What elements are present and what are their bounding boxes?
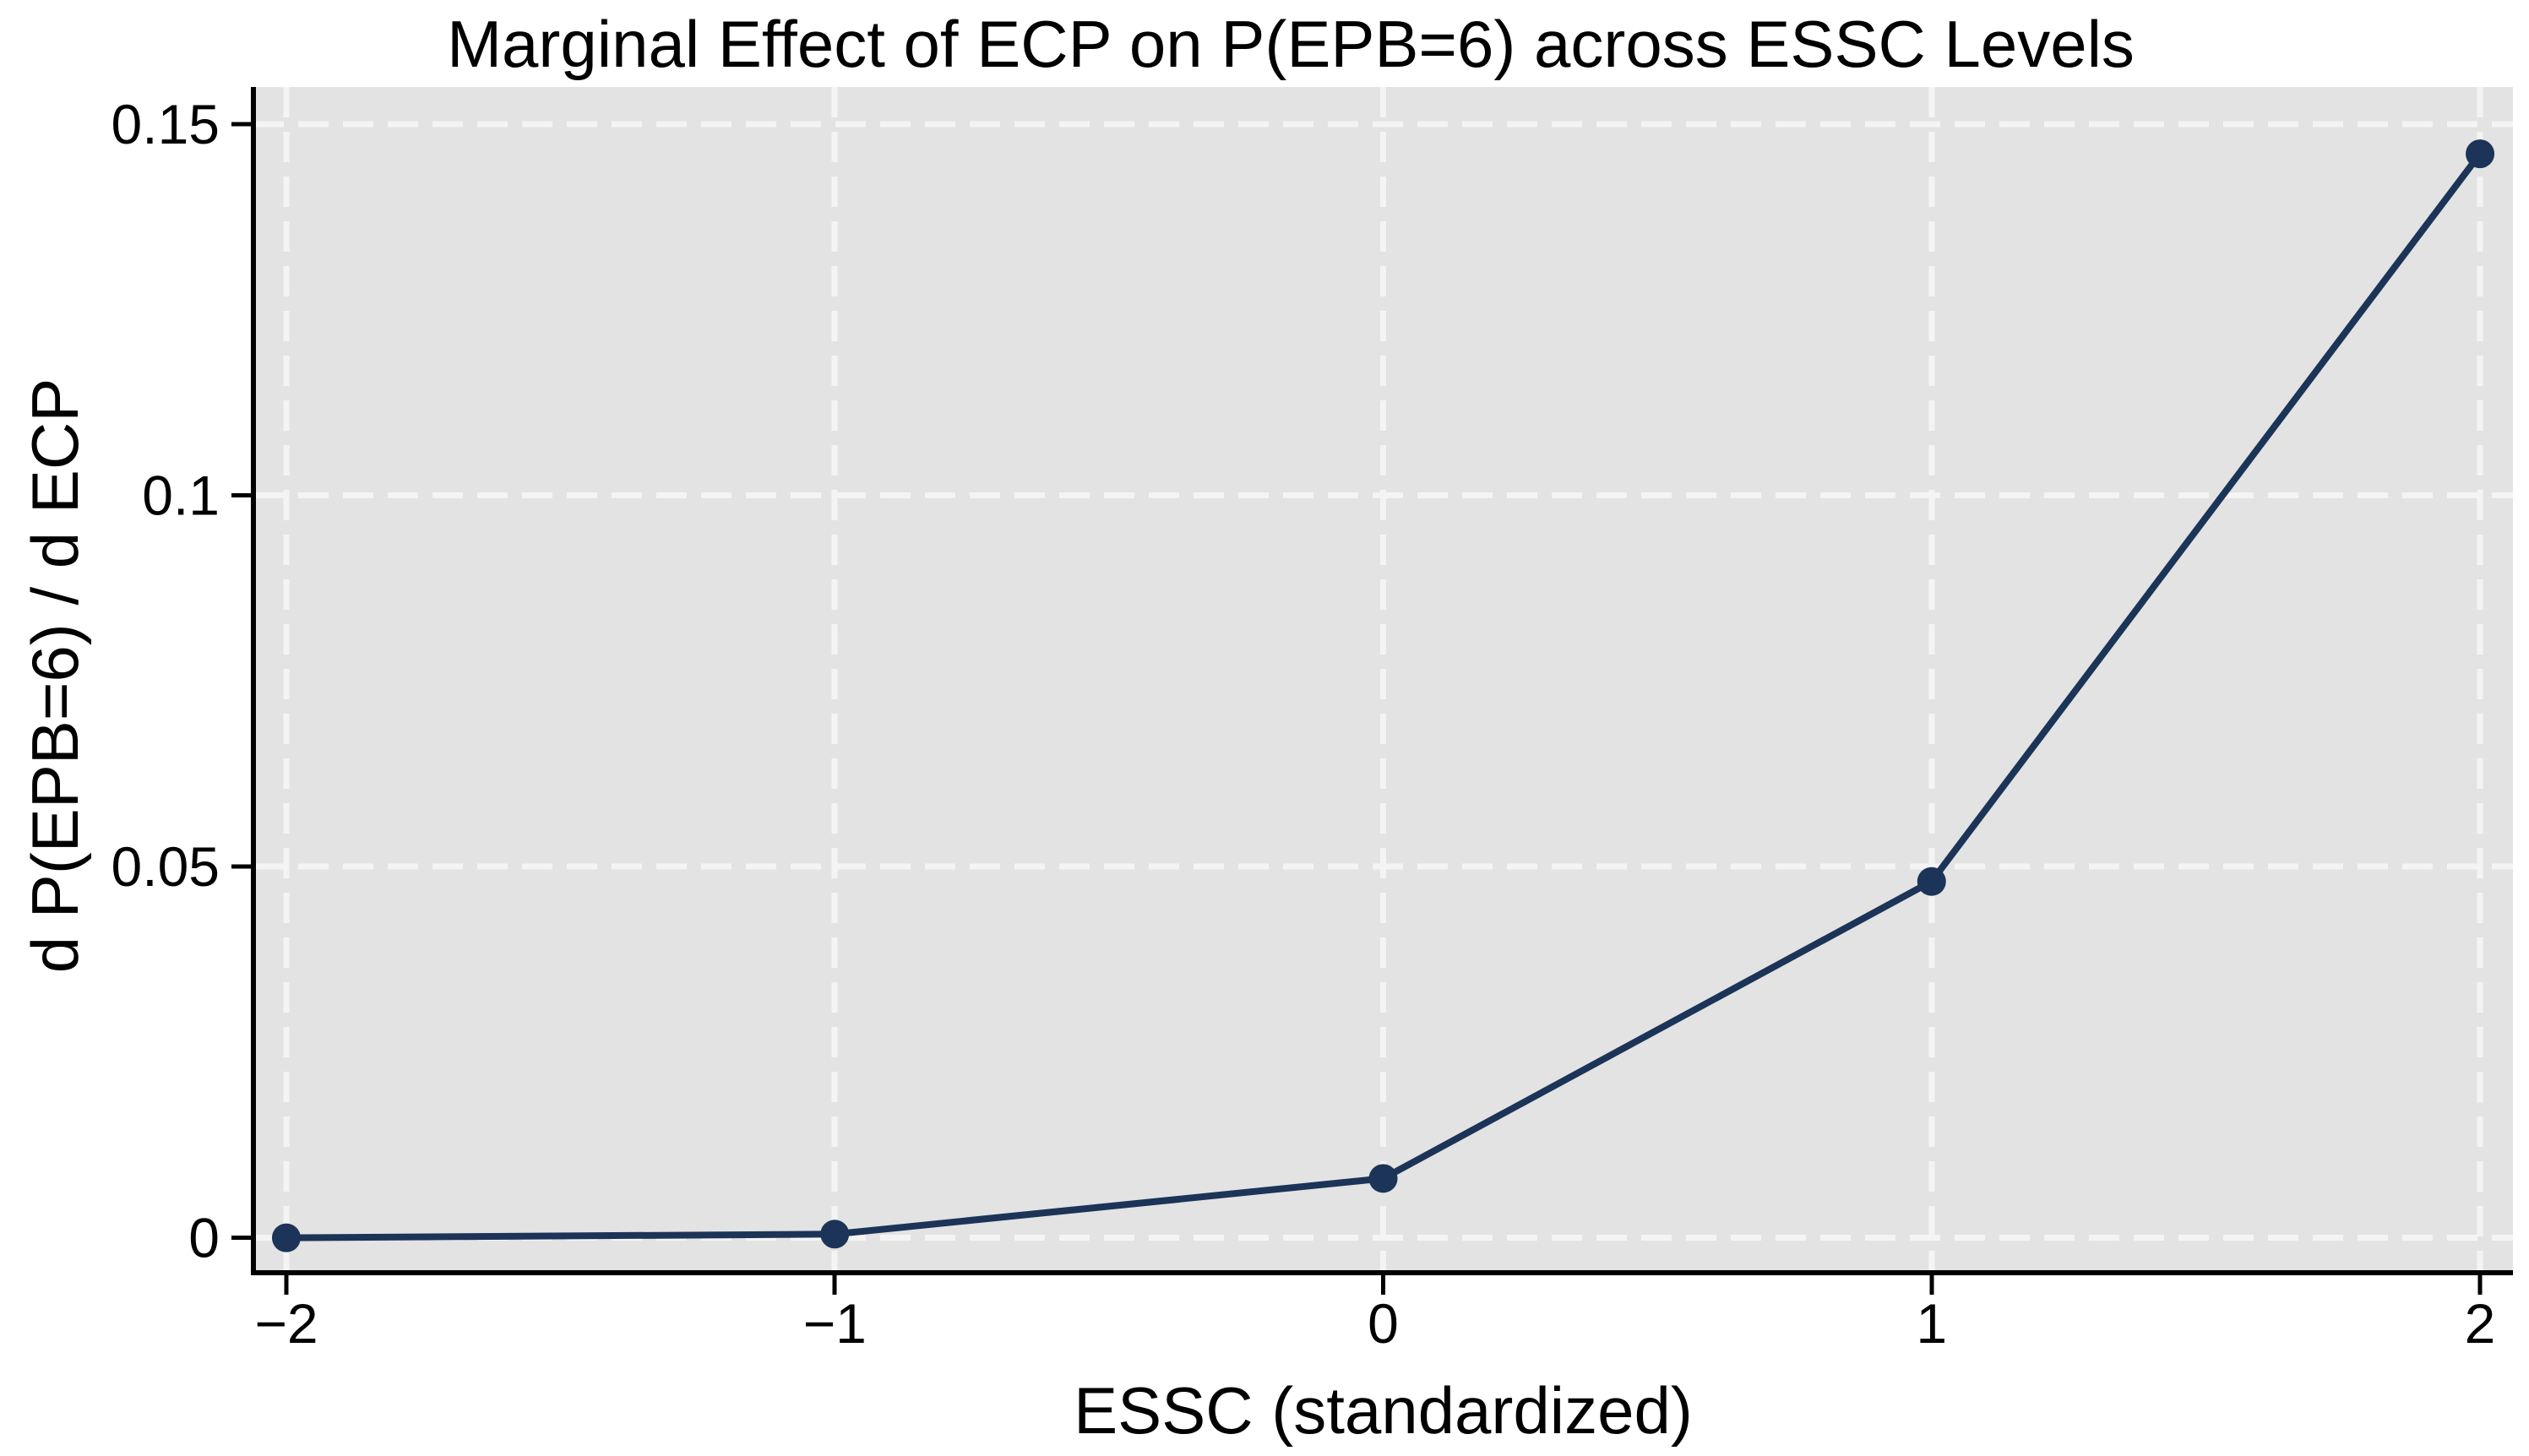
y-tick-label: 0.15 [111,93,220,155]
x-tick-label: 2 [2465,1292,2496,1355]
data-point [271,1223,301,1252]
y-tick-label: 0.1 [142,465,220,527]
data-point [1368,1164,1398,1193]
chart-title: Marginal Effect of ECP on P(EPB=6) acros… [447,7,2135,81]
data-point [820,1220,850,1249]
data-point [1917,867,1946,896]
y-tick-label: 0.05 [111,835,220,898]
x-tick-label: −2 [254,1292,318,1355]
y-tick-label: 0 [188,1207,220,1269]
data-point [2466,139,2495,169]
x-axis-title: ESSC (standardized) [1074,1373,1693,1448]
x-tick-label: −1 [803,1292,867,1355]
x-tick-label: 1 [1916,1292,1947,1355]
x-tick-label: 0 [1368,1292,1399,1355]
